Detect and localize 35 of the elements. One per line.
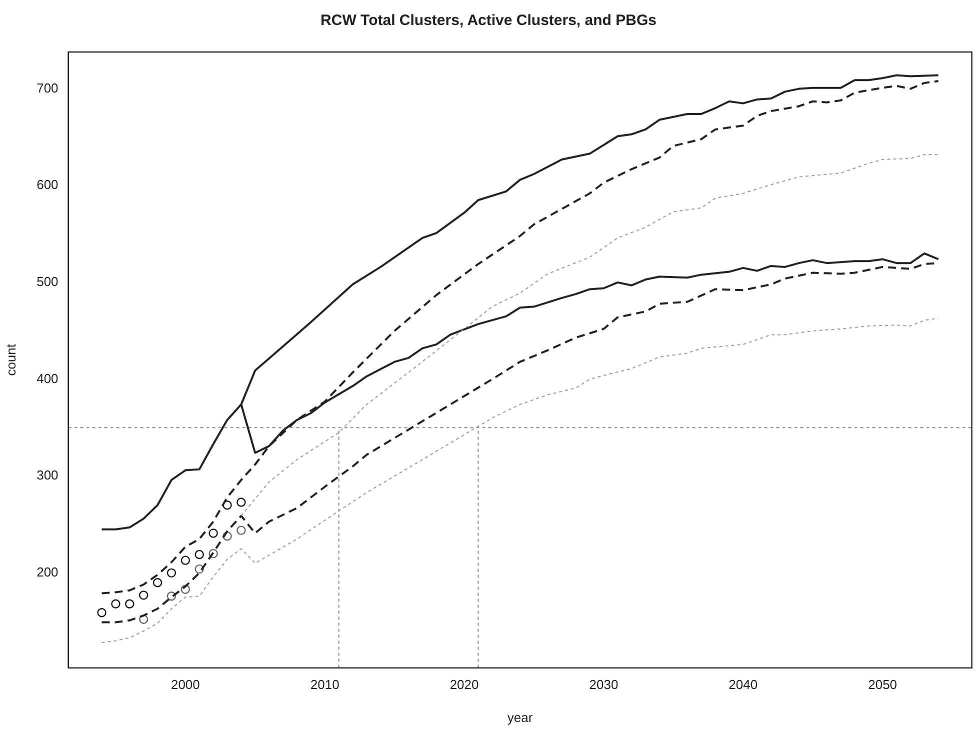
point bbox=[194, 564, 204, 574]
x-tick-label: 2010 bbox=[310, 677, 340, 692]
point bbox=[222, 500, 232, 510]
y-tick-label: 600 bbox=[36, 177, 58, 192]
y-tick-label: 400 bbox=[36, 370, 58, 386]
y-axis-title: count bbox=[3, 344, 18, 376]
x-tick-label: 2040 bbox=[728, 677, 758, 692]
point bbox=[222, 532, 232, 541]
point bbox=[111, 599, 120, 608]
point bbox=[180, 584, 190, 594]
point bbox=[194, 550, 204, 560]
x-tick-label: 2050 bbox=[868, 677, 898, 692]
point bbox=[138, 614, 148, 624]
point bbox=[152, 578, 162, 588]
x-tick-label: 2000 bbox=[170, 677, 200, 692]
line-series bbox=[240, 154, 939, 516]
chart-title: RCW Total Clusters, Active Clusters, and PBGs bbox=[320, 12, 656, 30]
x-axis-title: year bbox=[507, 710, 534, 725]
point bbox=[208, 548, 218, 558]
y-tick-label: 300 bbox=[36, 468, 58, 483]
x-tick-label: 2020 bbox=[450, 677, 479, 692]
point bbox=[138, 590, 148, 600]
y-tick-label: 700 bbox=[36, 80, 58, 96]
y-tick-label: 200 bbox=[36, 564, 58, 580]
x-tick-label: 2030 bbox=[589, 677, 618, 692]
point bbox=[166, 568, 176, 578]
point bbox=[208, 528, 218, 538]
point bbox=[97, 608, 106, 618]
point bbox=[166, 592, 176, 601]
point bbox=[125, 599, 134, 608]
point bbox=[236, 498, 246, 507]
point bbox=[236, 526, 246, 535]
line-series bbox=[101, 318, 939, 644]
y-tick-label: 500 bbox=[36, 274, 58, 290]
point bbox=[180, 556, 190, 565]
